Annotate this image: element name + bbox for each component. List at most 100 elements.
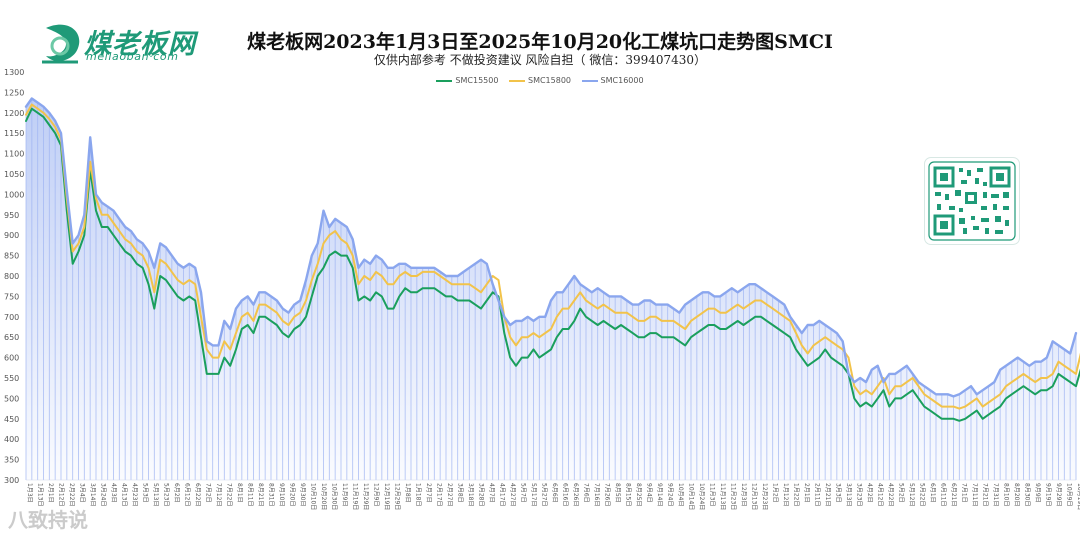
x-tick-label: 9月19日 xyxy=(1045,483,1052,506)
x-tick-label: 8月31日 xyxy=(268,483,275,506)
x-tick-label: 8月5日 xyxy=(614,483,621,503)
x-tick-label: 8月21日 xyxy=(257,483,264,506)
x-tick-label: 5月22日 xyxy=(919,483,926,506)
legend-item-smc16000: SMC16000 xyxy=(581,76,644,85)
x-tick-label: 5月12日 xyxy=(908,483,915,506)
x-tick-label: 9月4日 xyxy=(646,483,653,503)
chart-title: 煤老板网2023年1月3日至2025年10月20化工煤坑口走势图SMCI xyxy=(247,31,833,53)
legend-label-smc15800: SMC15800 xyxy=(527,76,571,85)
x-tick-label: 2月12日 xyxy=(58,483,65,506)
y-tick-label: 1250 xyxy=(4,88,24,97)
x-tick-label: 10月9日 xyxy=(1066,483,1073,506)
x-tick-label: 11月9日 xyxy=(341,483,348,506)
x-tick-label: 11月19日 xyxy=(352,483,359,510)
x-tick-label: 1月22日 xyxy=(793,483,800,506)
y-tick-label: 800 xyxy=(4,272,19,281)
x-tick-label: 9月14日 xyxy=(656,483,663,506)
x-tick-label: 1月18日 xyxy=(415,483,422,506)
y-tick-label: 950 xyxy=(4,211,19,220)
x-tick-label: 7月22日 xyxy=(226,483,233,506)
x-tick-label: 1月8日 xyxy=(404,483,411,503)
x-tick-label: 2月1日 xyxy=(803,483,810,503)
x-tick-label: 6月21日 xyxy=(950,483,957,506)
x-tick-label: 7月31日 xyxy=(992,483,999,506)
x-tick-label: 12月19日 xyxy=(383,483,390,510)
x-tick-label: 8月11日 xyxy=(247,483,254,506)
x-tick-label: 7月21日 xyxy=(982,483,989,506)
x-tick-label: 2月11日 xyxy=(814,483,821,506)
x-tick-label: 8月30日 xyxy=(1024,483,1031,506)
x-tick-label: 3月18日 xyxy=(467,483,474,506)
x-tick-label: 12月9日 xyxy=(373,483,380,506)
x-tick-label: 5月3日 xyxy=(142,483,149,503)
x-tick-label: 9月24日 xyxy=(667,483,674,506)
x-tick-label: 5月13日 xyxy=(152,483,159,506)
logo-text: 煤老板网 xyxy=(84,29,196,60)
x-tick-label: 2月22日 xyxy=(68,483,75,506)
x-tick-label: 6月11日 xyxy=(940,483,947,506)
x-tick-label: 6月16日 xyxy=(562,483,569,506)
x-tick-label: 6月26日 xyxy=(572,483,579,506)
legend-swatch-smc16000 xyxy=(581,79,598,82)
x-tick-label: 5月23日 xyxy=(163,483,170,506)
x-tick-label: 4月17日 xyxy=(499,483,506,506)
x-tick-label: 4月3日 xyxy=(110,483,117,503)
x-tick-label: 6月1日 xyxy=(929,483,936,503)
x-tick-label: 2月21日 xyxy=(824,483,831,506)
y-tick-label: 1150 xyxy=(4,129,24,138)
x-tick-label: 6月12日 xyxy=(184,483,191,506)
y-tick-label: 600 xyxy=(4,354,19,363)
x-tick-label: 10月30日 xyxy=(331,483,338,510)
legend: SMC15500 SMC15800 SMC16000 xyxy=(0,76,1080,85)
y-tick-label: 750 xyxy=(4,292,19,301)
x-tick-label: 2月27日 xyxy=(446,483,453,506)
y-tick-label: 1050 xyxy=(4,170,24,179)
x-tick-label: 8月1日 xyxy=(236,483,243,503)
x-tick-label: 9月9日 xyxy=(1034,483,1041,503)
x-tick-label: 4月12日 xyxy=(877,483,884,506)
x-tick-label: 10月10日 xyxy=(310,483,317,510)
x-tick-label: 3月8日 xyxy=(457,483,464,503)
legend-swatch-smc15800 xyxy=(508,79,525,82)
x-tick-label: 3月23日 xyxy=(856,483,863,506)
x-tick-label: 4月23日 xyxy=(131,483,138,506)
y-tick-label: 300 xyxy=(4,476,19,485)
legend-item-smc15500: SMC15500 xyxy=(436,76,498,85)
x-tick-label: 12月23日 xyxy=(761,483,768,510)
y-tick-label: 500 xyxy=(4,394,19,403)
x-tick-label: 12月29日 xyxy=(394,483,401,510)
stripe-layer xyxy=(25,98,1077,480)
x-tick-label: 2月7日 xyxy=(425,483,432,503)
legend-label-smc15500: SMC15500 xyxy=(455,76,499,85)
x-tick-label: 7月2日 xyxy=(205,483,212,503)
x-tick-label: 1月2日 xyxy=(772,483,779,503)
x-tick-label: 2月1日 xyxy=(47,483,54,503)
chart-subtitle: 仅供内部参考 不做投资建议 风险自担（ 微信：399407430） xyxy=(373,53,707,67)
x-tick-label: 5月17日 xyxy=(530,483,537,506)
series-line-smc15800 xyxy=(25,103,1080,410)
y-tick-label: 1000 xyxy=(4,190,24,199)
x-tick-label: 3月13日 xyxy=(845,483,852,506)
x-tick-label: 7月26日 xyxy=(604,483,611,506)
qr-code-icon xyxy=(925,158,1019,244)
legend-swatch-smc15500 xyxy=(436,79,453,82)
x-tick-label: 7月1日 xyxy=(961,483,968,503)
x-tick-label: 7月11日 xyxy=(971,483,978,506)
x-tick-label: 8月10日 xyxy=(1003,483,1010,506)
x-axis: 1月3日 1月13日 2月1日 2月12日 2月22日 3月4日 3月14日 3月24日 4月3… xyxy=(26,483,1080,510)
y-axis: 300 350 400 450 500 550 600 650 700 750 800 850 900 9… xyxy=(4,68,1076,485)
y-tick-label: 550 xyxy=(4,374,19,383)
x-tick-label: 4月2日 xyxy=(866,483,873,503)
x-tick-label: 5月27日 xyxy=(541,483,548,506)
x-tick-label: 6月2日 xyxy=(173,483,180,503)
x-tick-label: 9月29日 xyxy=(1055,483,1062,506)
x-tick-label: 11月13日 xyxy=(719,483,726,510)
y-tick-label: 1200 xyxy=(4,109,24,118)
x-tick-label: 3月28日 xyxy=(478,483,485,506)
x-tick-label: 4月13日 xyxy=(121,483,128,506)
x-tick-label: 4月27日 xyxy=(509,483,516,506)
x-tick-label: 11月29日 xyxy=(362,483,369,510)
x-tick-label: 6月6日 xyxy=(551,483,558,503)
x-tick-label: 12月13日 xyxy=(751,483,758,510)
